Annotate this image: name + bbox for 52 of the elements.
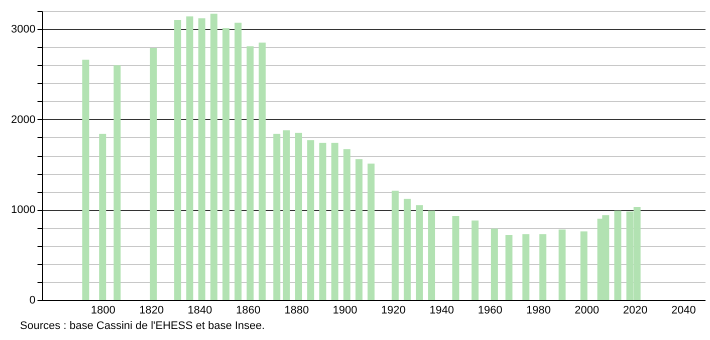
bar [282,130,290,300]
bar [505,234,512,300]
bar [452,216,460,300]
bar [150,48,157,300]
bar [319,142,326,300]
x-tick-label: 1920 [381,304,406,316]
bar [522,234,530,300]
bar [99,134,106,300]
bar [614,210,622,300]
bar [210,14,218,300]
bar [273,134,280,300]
source-note: Sources : base Cassini de l'EHESS et base Insee. [20,320,265,332]
x-tick-label: 1860 [236,304,260,316]
bar [355,159,362,300]
x-tick-label: 1940 [429,304,454,316]
bar [416,205,423,300]
bar [392,190,399,300]
x-tick-label: 2020 [622,304,648,316]
y-tick-label: 3000 [11,24,36,36]
bar [246,46,254,300]
bar [472,220,479,300]
x-tick-label: 1900 [332,304,358,316]
bar [234,22,242,300]
bar [428,210,436,300]
bar [295,132,302,300]
bar [539,234,546,300]
bar [343,149,350,300]
bar [404,198,411,300]
bar [331,142,338,300]
y-tick-label: 2000 [11,114,36,126]
bar [490,228,498,300]
bar [368,164,375,300]
y-tick-label: 1000 [11,204,36,216]
bar [174,20,182,300]
bar [222,28,230,300]
x-tick-label: 1880 [284,304,309,316]
bar [82,60,90,300]
bar [307,140,314,300]
x-tick-label: 1800 [90,304,116,316]
x-tick-label: 1840 [188,304,212,316]
x-tick-label: 1980 [526,304,551,316]
x-tick-label: 1960 [478,304,502,316]
bar [258,42,266,300]
x-tick-label: 2000 [574,304,600,316]
x-tick-label: 2040 [671,304,696,316]
bar [580,231,588,300]
x-tick-label: 1820 [139,304,164,316]
bar [198,18,206,300]
bar [186,16,194,300]
bar [114,65,121,300]
y-tick-label: 0 [29,294,36,306]
bar [558,230,566,300]
